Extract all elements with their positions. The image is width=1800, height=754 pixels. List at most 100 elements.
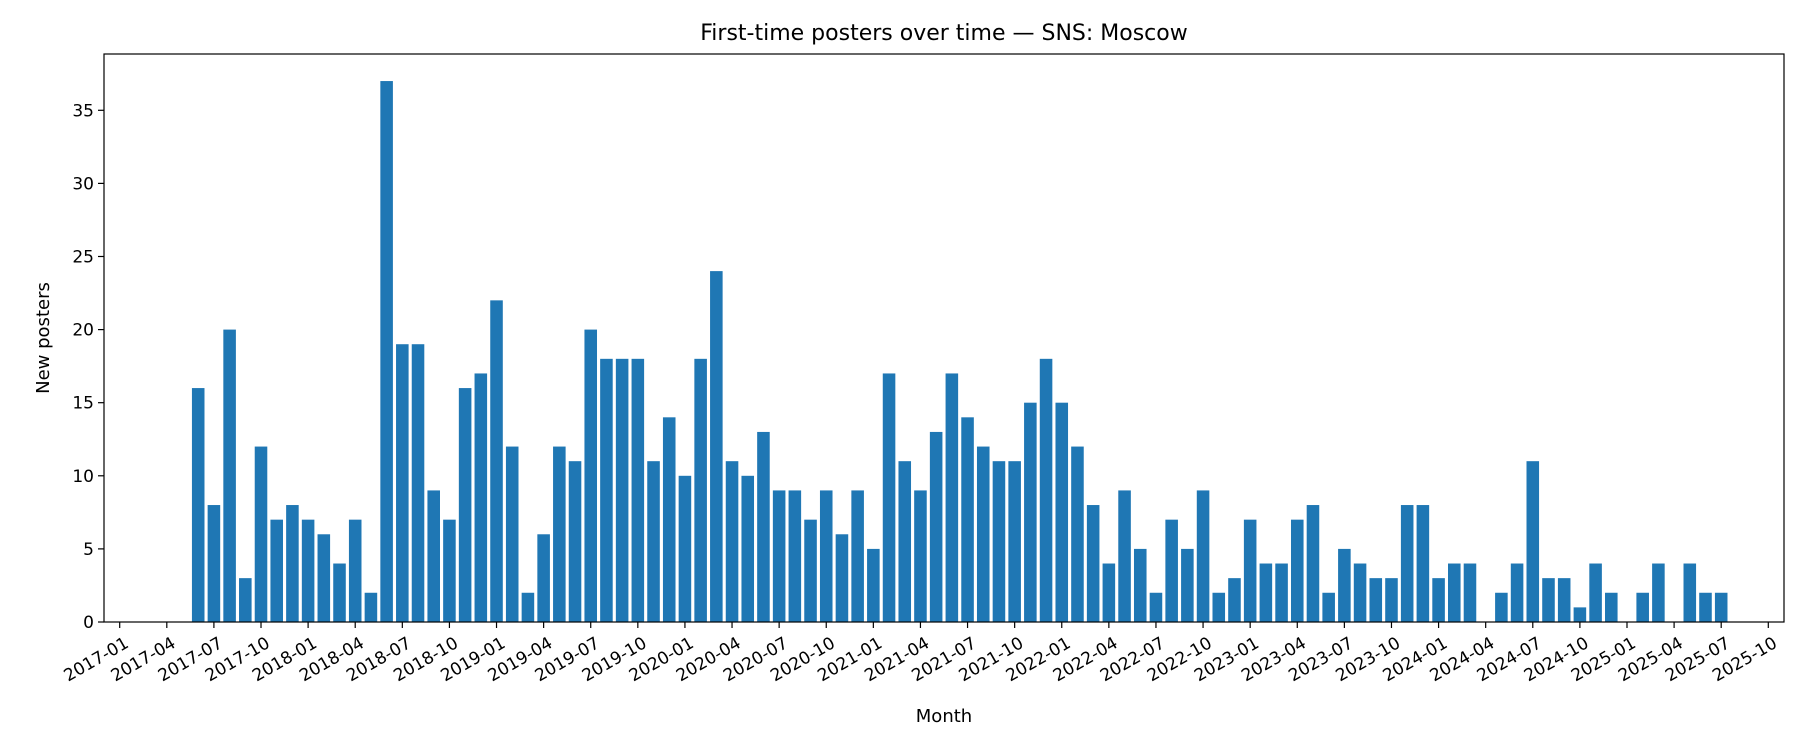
bar-2018-11 xyxy=(458,388,472,622)
bar-2025-05 xyxy=(1683,563,1697,622)
bar-2019-03 xyxy=(521,592,535,622)
bar-2024-02 xyxy=(1448,563,1461,622)
bar-2024-11 xyxy=(1589,563,1602,622)
bar-2021-12 xyxy=(1039,358,1053,622)
bar-2024-01 xyxy=(1432,578,1445,622)
bar-2018-06 xyxy=(380,81,393,623)
bar-2019-08 xyxy=(600,358,613,622)
bar-2021-08 xyxy=(976,446,990,622)
bar-2021-05 xyxy=(929,431,943,622)
bar-2019-06 xyxy=(568,461,582,622)
bar-2023-09 xyxy=(1369,578,1383,622)
bar-2024-08 xyxy=(1542,578,1555,622)
bar-2022-12 xyxy=(1228,578,1241,622)
bar-2025-03 xyxy=(1652,563,1665,622)
bar-2023-06 xyxy=(1322,592,1335,622)
bar-2020-08 xyxy=(788,490,802,622)
bar-2022-03 xyxy=(1086,505,1100,622)
bar-2020-02 xyxy=(694,358,707,622)
bar-2022-07 xyxy=(1149,592,1163,622)
bar-2018-08 xyxy=(411,344,425,622)
bar-2018-10 xyxy=(443,519,456,622)
bar-2023-11 xyxy=(1400,505,1414,622)
bar-2021-09 xyxy=(992,461,1006,622)
bar-2023-02 xyxy=(1259,563,1273,622)
bar-2021-04 xyxy=(914,490,927,622)
bar-2021-01 xyxy=(867,548,880,622)
bar-2021-02 xyxy=(882,373,896,622)
bar-2023-03 xyxy=(1275,563,1288,622)
bar-2017-11 xyxy=(270,519,283,622)
y-tick-label-20: 20 xyxy=(72,321,94,341)
y-tick-label-35: 35 xyxy=(72,101,94,121)
bar-2021-06 xyxy=(945,373,959,622)
bar-2023-12 xyxy=(1416,505,1430,622)
bar-2023-10 xyxy=(1385,578,1398,622)
bar-2017-09 xyxy=(239,578,252,622)
y-axis: 0 5 10 15 20 25 30 35 xyxy=(72,101,104,633)
bar-2019-09 xyxy=(615,358,629,622)
bar-2023-08 xyxy=(1353,563,1367,622)
bar-2021-10 xyxy=(1008,461,1021,622)
bar-2020-06 xyxy=(757,431,770,622)
bar-2017-08 xyxy=(223,329,236,622)
bar-2025-06 xyxy=(1699,592,1712,622)
bar-2019-07 xyxy=(584,329,598,622)
bar-2025-07 xyxy=(1714,592,1728,622)
x-axis-label: Month xyxy=(916,706,972,727)
bar-2020-12 xyxy=(851,490,864,622)
bar-2022-01 xyxy=(1055,402,1069,622)
plot-frame xyxy=(103,53,1785,623)
bar-2019-04 xyxy=(537,534,550,622)
bar-2021-03 xyxy=(898,461,912,622)
bar-2024-12 xyxy=(1605,592,1618,622)
bar-2017-12 xyxy=(286,505,299,622)
bar-2024-05 xyxy=(1495,592,1508,622)
y-tick-label-0: 0 xyxy=(83,613,94,633)
bar-2022-09 xyxy=(1181,548,1194,622)
bar-2024-06 xyxy=(1510,563,1524,622)
bar-2022-08 xyxy=(1165,519,1178,622)
bar-2018-04 xyxy=(348,519,362,622)
bar-2021-07 xyxy=(961,417,974,622)
bar-2024-07 xyxy=(1526,461,1540,622)
bar-2017-07 xyxy=(207,505,221,622)
chart-title: First-time posters over time — SNS: Mosc… xyxy=(700,21,1187,46)
bar-2022-02 xyxy=(1071,446,1084,622)
bar-2022-06 xyxy=(1133,548,1147,622)
bar-2023-04 xyxy=(1290,519,1304,622)
bar-2018-02 xyxy=(317,534,331,622)
bar-2025-02 xyxy=(1636,592,1649,622)
bar-2020-01 xyxy=(678,475,692,622)
bar-2020-05 xyxy=(741,475,755,622)
bar-2020-09 xyxy=(804,519,817,622)
bar-2024-09 xyxy=(1557,578,1571,622)
bar-2022-05 xyxy=(1118,490,1131,622)
bar-2018-05 xyxy=(364,592,378,622)
bar-2020-07 xyxy=(772,490,786,622)
y-tick-label-30: 30 xyxy=(72,174,94,194)
bar-2019-01 xyxy=(490,300,503,622)
y-tick-label-25: 25 xyxy=(72,247,94,267)
bar-2019-11 xyxy=(647,461,660,622)
bar-2017-10 xyxy=(254,446,268,622)
bar-2022-04 xyxy=(1102,563,1116,622)
bar-2024-03 xyxy=(1463,563,1477,622)
bar-2022-10 xyxy=(1196,490,1210,622)
bar-2022-11 xyxy=(1212,592,1226,622)
y-tick-label-15: 15 xyxy=(72,394,94,414)
bar-2018-09 xyxy=(427,490,440,622)
bar-2023-01 xyxy=(1243,519,1257,622)
bar-2019-05 xyxy=(553,446,566,622)
bar-2019-12 xyxy=(662,417,676,622)
bar-2023-05 xyxy=(1306,505,1320,622)
bar-2018-07 xyxy=(396,344,409,622)
bar-2020-03 xyxy=(710,271,723,622)
bars-group xyxy=(191,81,1728,623)
bar-2020-11 xyxy=(835,534,849,622)
bar-2020-10 xyxy=(819,490,833,622)
bar-2018-12 xyxy=(474,373,488,622)
